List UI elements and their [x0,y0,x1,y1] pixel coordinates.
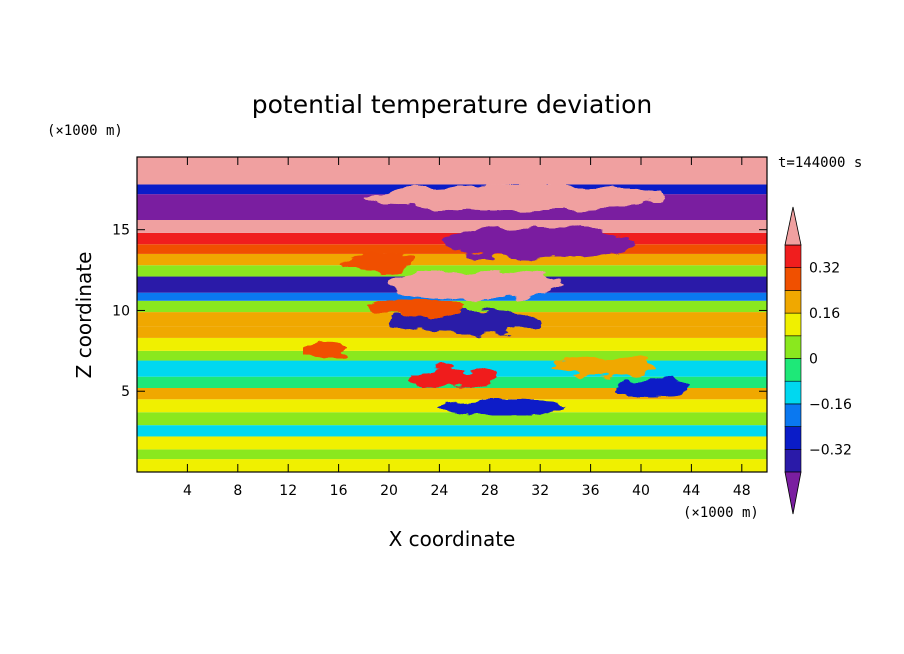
x-tick-label: 28 [481,483,499,499]
band-17 [137,253,767,266]
colorbar-swatch [784,426,802,450]
band-9 [137,350,767,361]
y-tick-label: 10 [112,303,130,319]
feature-4 [445,226,635,259]
x-tick-label: 12 [279,483,297,499]
colorbar-swatch [784,312,802,337]
x-axis-unit: (×1000 m) [683,505,759,521]
x-tick-label: 48 [733,483,751,499]
colorbar-swatch [784,403,802,427]
band-23 [137,157,767,185]
x-tick-label: 40 [632,483,650,499]
x-tick-label: 32 [531,483,549,499]
feature-7 [615,378,692,395]
band-20 [137,220,767,233]
x-tick-label: 4 [183,483,192,499]
time-label: t=144000 s [778,155,862,171]
colorbar-swatch [784,267,802,291]
x-tick-label: 16 [330,483,348,499]
colorbar-tick-label: −0.16 [809,397,852,413]
colorbar-extend-high [784,206,802,246]
colorbar-swatch [784,290,802,314]
turbulent-features [303,184,692,416]
x-tick-label: 44 [682,483,700,499]
y-tick-label: 5 [121,384,130,400]
x-tick-label: 8 [233,483,242,499]
colorbar: 0.32 0.16 0 −0.16 −0.32 [784,206,852,515]
band-3 [137,425,767,437]
feature-9 [363,184,667,211]
band-10 [137,337,767,351]
colorbar-swatch [784,358,802,382]
chart-title: potential temperature deviation [252,90,652,119]
colorbar-tick-label: 0.16 [809,306,840,322]
colorbar-extend-low [784,471,802,515]
band-6 [137,388,767,400]
contour-field [137,157,767,472]
x-axis-label: X coordinate [389,527,516,551]
band-2 [137,436,767,450]
band-1 [137,449,767,460]
x-axis-ticks: 4 8 12 16 20 24 28 32 36 40 44 48 [183,157,751,499]
y-axis-unit: (×1000 m) [47,123,123,139]
feature-3 [389,270,566,300]
x-tick-label: 36 [582,483,600,499]
x-tick-label: 24 [430,483,448,499]
feature-1 [439,399,566,416]
feature-2 [389,310,541,334]
colorbar-swatch [784,380,802,405]
colorbar-tick-label: 0 [809,352,818,368]
colorbar-tick-label: −0.32 [809,442,852,458]
feature-0 [407,368,497,388]
colorbar-swatch [784,244,802,269]
y-axis-ticks: 5 10 15 [112,223,767,400]
band-18 [137,244,767,254]
x-tick-label: 20 [380,483,398,499]
colorbar-swatch [784,448,802,473]
colorbar-swatch [784,335,802,359]
feature-8 [303,342,349,359]
band-0 [137,459,767,472]
plot-frame [136,156,768,473]
y-axis-label: Z coordinate [72,252,96,379]
feature-5 [363,299,465,316]
feature-6 [552,357,654,377]
colorbar-tick-label: 0.32 [809,261,840,277]
band-4 [137,412,767,426]
feature-10 [338,252,415,272]
y-tick-label: 15 [112,223,130,239]
